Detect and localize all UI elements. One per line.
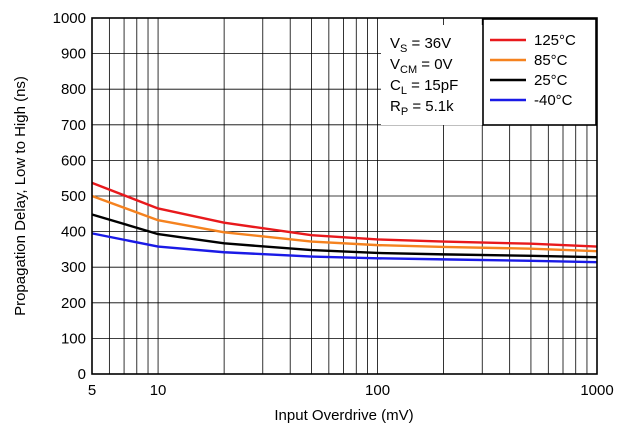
legend-box	[482, 18, 597, 126]
series-line	[91, 213, 598, 259]
legend-label: -40°C	[534, 92, 573, 109]
plot-frame	[91, 17, 598, 375]
x-tick-label: 5	[88, 382, 96, 399]
x-axis-title: Input Overdrive (mV)	[274, 407, 413, 424]
condition-text: VCM = 0V	[390, 56, 453, 76]
legend-label: 85°C	[534, 52, 568, 69]
y-axis-title: Propagation Delay, Low to High (ns)	[12, 76, 29, 316]
x-tick-label: 1000	[580, 382, 613, 399]
x-tick-label: 100	[365, 382, 390, 399]
y-tick-label: 300	[61, 259, 86, 276]
condition-text: VS = 36V	[390, 35, 451, 55]
y-tick-label: 900	[61, 46, 86, 63]
y-tick-label: 100	[61, 330, 86, 347]
y-tick-label: 600	[61, 152, 86, 169]
legend: 125°C 85°C 25°C -40°C	[482, 18, 597, 126]
legend-label: 125°C	[534, 32, 576, 49]
series-line	[91, 194, 598, 253]
series-line	[91, 181, 598, 248]
tick-labels: 0 100 200 300 400 500 600 700 800 900 1000 5 10 100 10…	[53, 10, 614, 399]
legend-label: 25°C	[534, 72, 568, 89]
y-tick-label: 0	[78, 366, 86, 383]
condition-text: RP = 5.1k	[390, 98, 454, 118]
y-tick-label: 1000	[53, 10, 86, 27]
y-tick-label: 200	[61, 295, 86, 312]
x-tick-label: 10	[150, 382, 167, 399]
y-tick-label: 800	[61, 81, 86, 98]
y-tick-label: 500	[61, 188, 86, 205]
condition-text: CL = 15pF	[390, 77, 458, 97]
series-lines	[91, 181, 598, 264]
y-tick-label: 700	[61, 117, 86, 134]
series-line	[91, 232, 598, 264]
y-tick-label: 400	[61, 224, 86, 241]
